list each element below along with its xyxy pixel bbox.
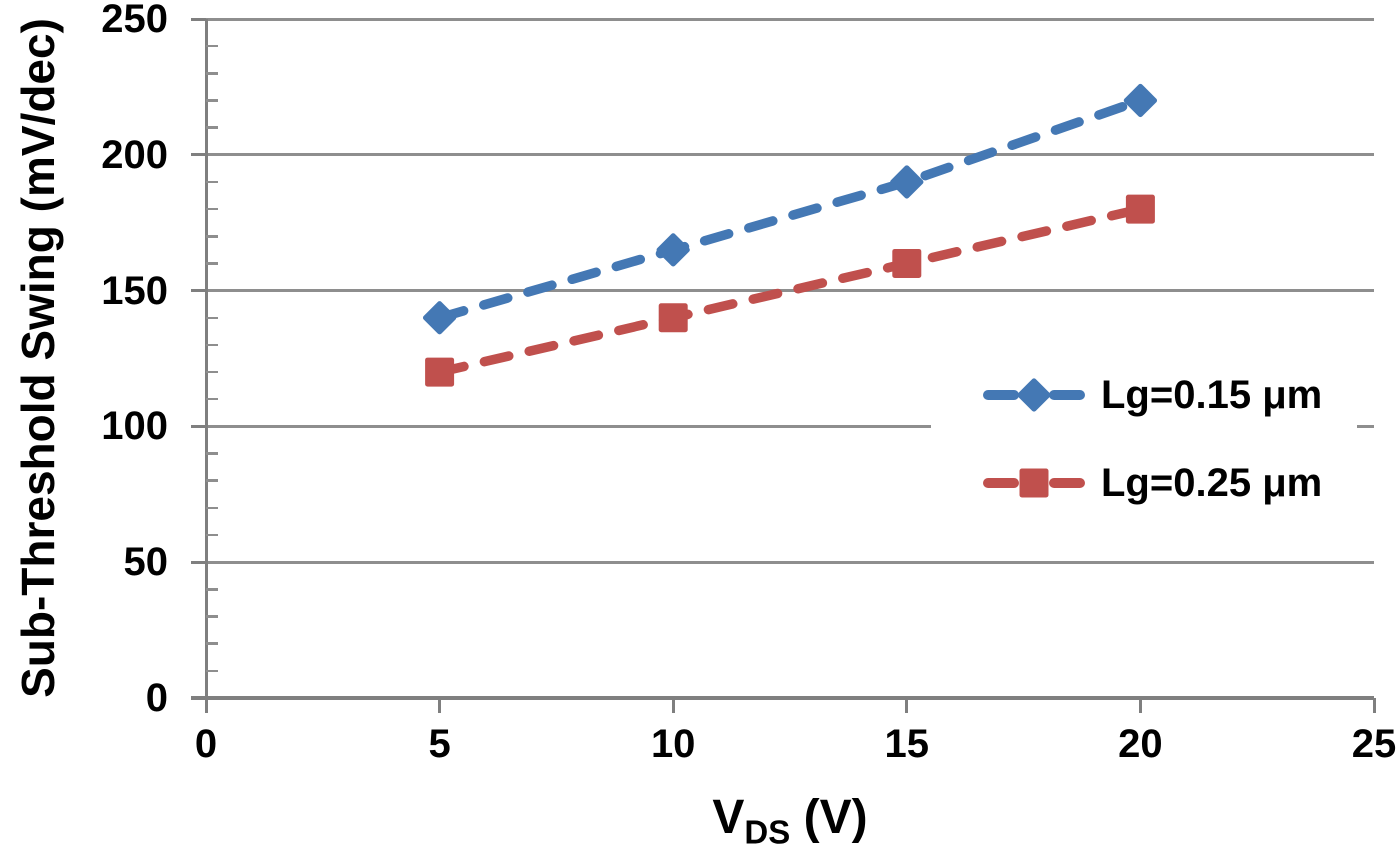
y-minor-tick bbox=[206, 642, 218, 645]
y-tick-label: 100 bbox=[101, 404, 168, 449]
legend-label: Lg=0.25 μm bbox=[1101, 460, 1323, 505]
y-minor-tick bbox=[206, 479, 218, 482]
y-minor-tick bbox=[206, 615, 218, 618]
square-marker-sample-icon bbox=[983, 468, 1085, 498]
square-marker bbox=[425, 357, 455, 387]
x-tick-label: 10 bbox=[650, 722, 696, 766]
legend: Lg=0.15 μm Lg=0.25 μm bbox=[931, 356, 1357, 526]
series-line-diamond bbox=[434, 95, 1146, 323]
y-minor-tick bbox=[206, 588, 218, 591]
y-tick-label: 200 bbox=[101, 132, 168, 177]
y-minor-tick bbox=[206, 262, 218, 265]
y-minor-tick bbox=[206, 343, 218, 347]
y-major-tick bbox=[191, 289, 206, 293]
square-marker bbox=[1125, 194, 1155, 224]
y-minor-tick bbox=[206, 669, 218, 673]
y-minor-tick bbox=[206, 72, 218, 75]
gridline bbox=[206, 560, 1374, 564]
diamond-marker bbox=[890, 165, 924, 199]
y-minor-tick bbox=[206, 44, 218, 48]
y-tick-label: 150 bbox=[101, 268, 168, 313]
y-tick-label: 50 bbox=[123, 540, 169, 585]
y-minor-tick bbox=[206, 180, 218, 184]
series-line-square bbox=[434, 204, 1146, 377]
x-major-tick bbox=[1138, 698, 1142, 713]
legend-label: Lg=0.15 μm bbox=[1101, 372, 1323, 417]
gridline bbox=[206, 17, 1374, 21]
x-tick-label: 5 bbox=[428, 722, 451, 766]
y-major-tick bbox=[191, 560, 206, 564]
square-marker bbox=[1019, 468, 1049, 498]
diamond-marker bbox=[656, 233, 690, 267]
y-axis-line bbox=[204, 19, 208, 713]
x-major-tick bbox=[905, 698, 909, 713]
y-minor-tick bbox=[206, 316, 218, 319]
x-major-tick bbox=[671, 698, 675, 713]
y-minor-tick bbox=[206, 370, 218, 374]
y-minor-tick bbox=[206, 506, 218, 510]
y-tick-label: 250 bbox=[101, 0, 168, 41]
y-minor-tick bbox=[206, 397, 218, 401]
square-marker bbox=[892, 248, 922, 278]
y-minor-tick bbox=[206, 452, 218, 455]
y-minor-tick bbox=[206, 99, 218, 102]
y-minor-tick bbox=[206, 207, 218, 211]
gridline bbox=[206, 424, 1374, 428]
y-major-tick bbox=[191, 153, 206, 157]
y-major-tick bbox=[191, 424, 206, 428]
y-minor-tick bbox=[206, 533, 218, 537]
y-major-tick bbox=[191, 696, 206, 700]
x-major-tick bbox=[1372, 698, 1376, 713]
diamond-marker bbox=[1123, 83, 1158, 118]
data-series-layer bbox=[422, 83, 1158, 387]
x-tick-label: 20 bbox=[1118, 722, 1163, 766]
x-tick-label: 25 bbox=[1351, 722, 1397, 766]
x-tick-label: 15 bbox=[884, 722, 930, 766]
x-major-tick bbox=[438, 698, 442, 713]
diamond-marker bbox=[1017, 378, 1051, 412]
x-tick-label: 0 bbox=[194, 722, 218, 766]
x-axis-title: VDS (V) bbox=[712, 791, 868, 851]
legend-item: Lg=0.25 μm bbox=[931, 450, 1357, 516]
y-major-tick bbox=[191, 17, 206, 21]
gridline bbox=[206, 153, 1374, 157]
legend-item: Lg=0.15 μm bbox=[931, 362, 1357, 428]
y-tick-label: 0 bbox=[145, 676, 168, 720]
x-axis-line bbox=[191, 696, 1374, 700]
y-minor-tick bbox=[206, 126, 218, 129]
gridline bbox=[206, 289, 1374, 293]
diamond-marker-sample-icon bbox=[983, 378, 1085, 412]
y-axis-title: Sub-Threshold Swing (mV/dec) bbox=[12, 18, 64, 698]
diamond-marker bbox=[422, 301, 457, 335]
y-minor-tick bbox=[206, 235, 218, 238]
square-marker bbox=[658, 303, 688, 333]
